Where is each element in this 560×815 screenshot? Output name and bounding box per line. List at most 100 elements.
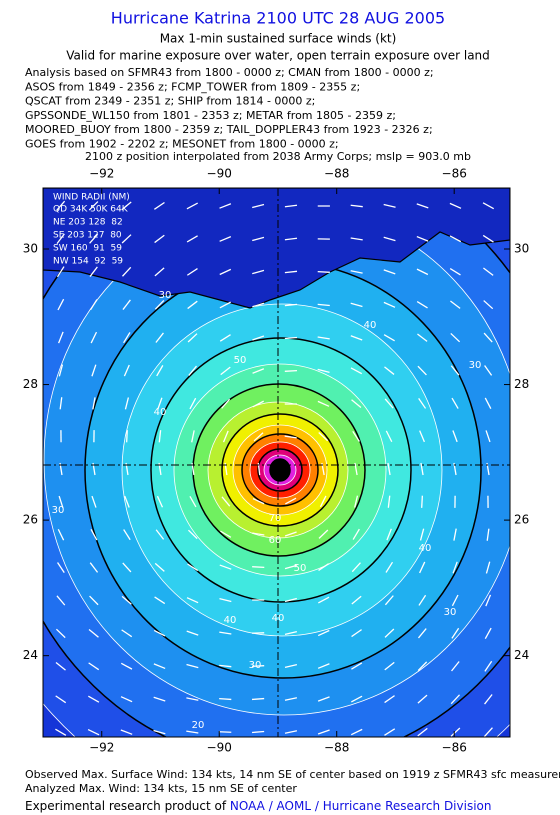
- wind-arrow: [56, 200, 66, 211]
- subtitle: Max 1-min sustained surface winds (kt): [160, 32, 397, 46]
- wind-arrow: [450, 332, 461, 343]
- wind-arrow: [123, 332, 131, 344]
- wind-arrow: [284, 303, 298, 307]
- wind-arrow: [484, 397, 492, 410]
- wind-arrow: [121, 201, 132, 211]
- credit-link[interactable]: NOAA / AOML / Hurricane Research Divisio…: [230, 799, 492, 813]
- contour-label: 40: [224, 615, 237, 626]
- contour-label: 30: [444, 607, 457, 618]
- wind-arrow: [89, 562, 99, 573]
- land: [43, 188, 510, 309]
- wind-arrow: [351, 629, 362, 638]
- x-tick-label: −86: [442, 167, 467, 181]
- wind-arrow: [89, 299, 98, 311]
- wind-arrow: [219, 598, 232, 603]
- wind-arrow: [222, 430, 229, 443]
- wind-arrow: [57, 528, 65, 541]
- wind-arrow: [122, 266, 132, 277]
- wind-arrow: [88, 662, 100, 671]
- wind-arrow: [191, 430, 195, 443]
- wind-arrow: [219, 301, 231, 309]
- wind-arrow: [91, 364, 97, 377]
- wind-arrow: [484, 365, 493, 376]
- wind-arrow: [284, 237, 298, 241]
- wind-arrow: [90, 529, 98, 541]
- wind-arrow: [187, 529, 198, 540]
- contour-label: 30: [52, 505, 65, 516]
- y-tick-label: 30: [23, 242, 38, 256]
- wind-arrow: [317, 663, 330, 669]
- wind-arrow: [120, 696, 133, 703]
- wind-arrow: [284, 597, 297, 603]
- contour-label: 30: [249, 660, 262, 671]
- wind-arrow: [252, 665, 265, 667]
- wind-arrow: [419, 561, 426, 574]
- wind-arrow: [252, 236, 265, 242]
- contour-label: 50: [234, 355, 247, 366]
- contour-label: 40: [419, 543, 432, 554]
- wind-arrow: [484, 627, 492, 640]
- title: Hurricane Katrina 2100 UTC 28 AUG 2005: [111, 9, 445, 28]
- radii-row: SE 203 127 80: [53, 231, 122, 241]
- x-tick-label: −88: [324, 741, 349, 755]
- wind-arrow: [318, 563, 330, 571]
- wind-arrow: [187, 300, 198, 310]
- wind-arrow: [350, 237, 363, 241]
- wind-arrow: [350, 270, 363, 274]
- contour-label: 30: [469, 360, 482, 371]
- wind-arrow: [452, 561, 458, 574]
- wind-arrow: [252, 532, 265, 536]
- wind-arrow: [90, 331, 98, 344]
- wind-arrow: [483, 300, 494, 310]
- wind-arrow: [189, 397, 197, 410]
- wind-arrow: [186, 730, 199, 734]
- wind-arrow: [384, 695, 395, 704]
- wind-arrow: [219, 203, 232, 209]
- wind-arrow: [186, 697, 199, 701]
- wind-arrow: [384, 366, 395, 375]
- wind-arrow: [122, 562, 132, 573]
- wind-arrow: [419, 430, 425, 443]
- wind-arrow: [317, 303, 330, 307]
- wind-arrow: [350, 367, 363, 375]
- wind-arrow: [92, 397, 96, 410]
- analysis-line: QSCAT from 2349 - 2351 z; SHIP from 1814…: [25, 95, 315, 108]
- x-tick-label: −90: [207, 741, 232, 755]
- wind-arrow: [158, 430, 162, 443]
- wind-arrow: [449, 202, 462, 209]
- wind-arrow: [350, 204, 363, 208]
- wind-arrow: [318, 431, 329, 442]
- wind-arrow: [88, 695, 100, 703]
- wind-arrow: [284, 630, 298, 636]
- credit: Experimental research product of NOAA / …: [25, 799, 491, 813]
- wind-arrow: [484, 660, 493, 672]
- wind-arrow: [87, 728, 100, 736]
- wind-arrow: [383, 203, 396, 208]
- wind-arrow: [153, 629, 166, 637]
- wind-arrow: [421, 495, 424, 508]
- wind-arrow: [284, 664, 298, 668]
- x-tick-label: −86: [442, 741, 467, 755]
- wind-arrow: [123, 364, 130, 377]
- wind-arrow: [452, 430, 458, 443]
- wind-arrow: [416, 235, 429, 242]
- wind-arrow: [55, 628, 66, 639]
- wind-arrow: [352, 430, 360, 442]
- wind-arrow: [252, 566, 265, 569]
- wind-arrow: [317, 400, 330, 407]
- wind-arrow: [121, 595, 132, 605]
- wind-contour: [269, 458, 291, 482]
- wind-arrow: [186, 597, 199, 604]
- wind-arrow: [351, 562, 361, 573]
- wind-arrow: [154, 234, 165, 244]
- y-tick-label: 26: [23, 513, 38, 527]
- wind-arrow: [219, 236, 232, 242]
- wind-arrow: [58, 495, 64, 508]
- y-tick-label: 30: [514, 242, 529, 256]
- wind-arrow: [450, 365, 460, 376]
- y-tick-label: 26: [514, 513, 529, 527]
- wind-arrow: [156, 365, 164, 377]
- analysis-line: GOES from 1902 - 2202 z; MESONET from 18…: [25, 138, 339, 151]
- wind-arrow: [219, 564, 232, 570]
